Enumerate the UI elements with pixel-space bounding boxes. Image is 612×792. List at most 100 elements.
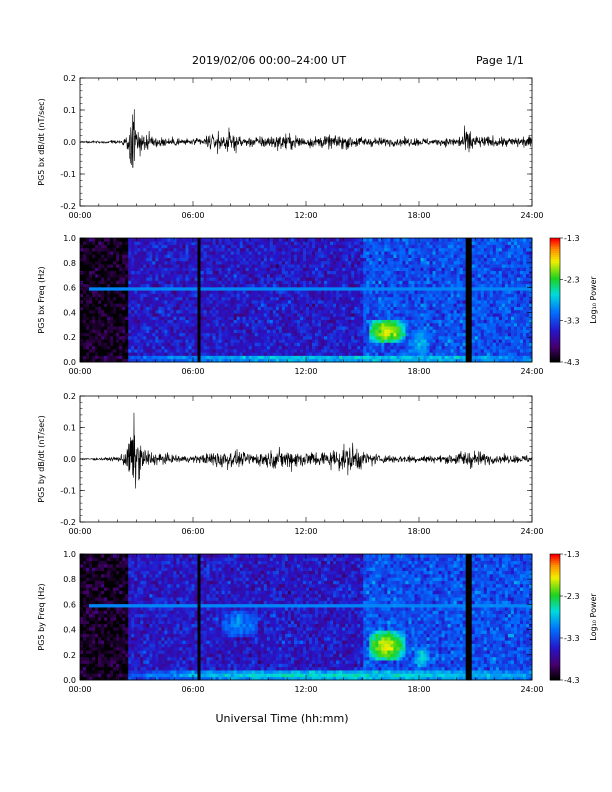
spectrogram-cell	[185, 319, 189, 324]
spectrogram-cell	[330, 296, 334, 301]
spectrogram-cell	[402, 257, 406, 262]
spectrogram-cell	[116, 316, 120, 320]
spectrogram-cell	[366, 358, 370, 363]
spectrogram-cell	[381, 293, 385, 298]
spectrogram-cell	[242, 309, 247, 314]
spectrogram-cell	[89, 286, 93, 291]
spectrogram-cell	[218, 267, 223, 272]
spectrogram-cell	[293, 319, 298, 324]
spectrogram-cell	[272, 309, 277, 314]
spectrogram-cell	[435, 254, 439, 258]
spectrogram-cell	[89, 247, 93, 252]
spectrogram-cell	[324, 264, 328, 268]
spectrogram-cell	[408, 306, 412, 311]
spectrogram-cell	[275, 296, 280, 301]
spectrogram-cell	[107, 264, 111, 268]
spectrogram-cell	[360, 303, 364, 307]
spectrogram-cell	[167, 273, 171, 278]
spectrogram-cell	[432, 257, 436, 262]
spectrogram-cell	[336, 280, 340, 285]
spectrogram-cell	[342, 283, 346, 288]
spectrogram-cell	[296, 273, 301, 278]
spectrogram-cell	[206, 303, 210, 307]
spectrogram-cell	[119, 335, 123, 340]
spectrogram-cell	[266, 319, 271, 324]
spectrogram-cell	[287, 358, 292, 363]
spectrogram-cell	[221, 238, 226, 242]
spectrogram-cell	[257, 326, 262, 330]
spectrogram-cell	[272, 316, 277, 320]
spectrogram-cell	[104, 358, 108, 363]
spectrogram-cell	[312, 238, 316, 242]
spectrogram-cell	[167, 257, 171, 262]
spectrogram-cell	[306, 273, 310, 278]
spectrogram-cell	[465, 329, 470, 334]
spectrogram-cell	[203, 348, 207, 353]
spectrogram-cell	[360, 348, 364, 353]
spectrogram-cell	[230, 293, 235, 298]
spectrogram-cell	[387, 290, 391, 294]
spectrogram-cell	[188, 348, 192, 353]
spectrogram-cell	[417, 257, 421, 262]
spectrogram-cell	[269, 342, 274, 347]
spectrogram-cell	[324, 270, 328, 275]
spectrogram-cell	[278, 332, 283, 337]
spectrogram-cell	[290, 345, 295, 350]
spectrogram-cell	[381, 313, 385, 317]
spectrogram-cell	[290, 238, 295, 242]
spectrogram-cell	[209, 270, 213, 275]
spectrogram-cell	[266, 306, 271, 311]
spectrogram-cell	[420, 238, 424, 242]
spectrogram-cell	[339, 332, 343, 337]
spectrogram-cell	[312, 352, 316, 356]
spectrogram-cell	[384, 260, 388, 265]
spectrogram-cell	[242, 306, 247, 311]
spectrogram-cell	[248, 300, 253, 304]
spectrogram-cell	[131, 326, 135, 330]
spectrogram-cell	[104, 296, 108, 301]
spectrogram-cell	[435, 326, 439, 330]
spectrogram-cell	[149, 309, 153, 314]
spectrogram-cell	[218, 241, 223, 245]
spectrogram-cell	[149, 348, 153, 353]
spectrogram-cell	[263, 270, 268, 275]
spectrogram-cell	[155, 335, 159, 340]
spectrogram-cell	[375, 273, 379, 278]
spectrogram-cell	[336, 300, 340, 304]
spectrogram-cell	[125, 300, 129, 304]
spectrogram-cell	[287, 277, 292, 281]
spectrogram-cell	[251, 277, 256, 281]
spectrogram-cell	[155, 322, 159, 327]
spectrogram-cell	[98, 358, 102, 363]
spectrogram-cell	[281, 280, 286, 285]
spectrogram-cell	[143, 270, 147, 275]
spectrogram-cell	[456, 273, 461, 278]
spectrogram-cell	[254, 277, 259, 281]
spectrogram-cell	[327, 260, 331, 265]
spectrogram-cell	[167, 254, 171, 258]
spectrogram-cell	[215, 348, 220, 353]
spectrogram-cell	[324, 286, 328, 291]
spectrogram-cell	[402, 264, 406, 268]
spectrogram-cell	[429, 358, 433, 363]
spectrogram-cell	[191, 322, 195, 327]
spectrogram-cell	[131, 273, 135, 278]
spectrogram-cell	[462, 286, 467, 291]
spectrogram-cell	[218, 316, 223, 320]
spectrogram-cell	[257, 303, 262, 307]
spectrogram-cell	[269, 241, 274, 245]
spectrogram-cell	[224, 329, 229, 334]
spectrogram-cell	[161, 326, 165, 330]
spectrogram-cell	[140, 290, 144, 294]
spectrogram-cell	[98, 293, 102, 298]
spectrogram-cell	[327, 241, 331, 245]
spectrogram-cell	[170, 286, 174, 291]
spectrogram-cell	[339, 345, 343, 350]
spectrogram-cell	[227, 345, 232, 350]
spectrogram-cell	[260, 355, 265, 360]
spectrogram-cell	[414, 332, 418, 337]
spectrogram-cell	[110, 319, 114, 324]
spectrogram-cell	[402, 352, 406, 356]
spectrogram-cell	[197, 326, 201, 330]
spectrogram-cell	[426, 293, 430, 298]
